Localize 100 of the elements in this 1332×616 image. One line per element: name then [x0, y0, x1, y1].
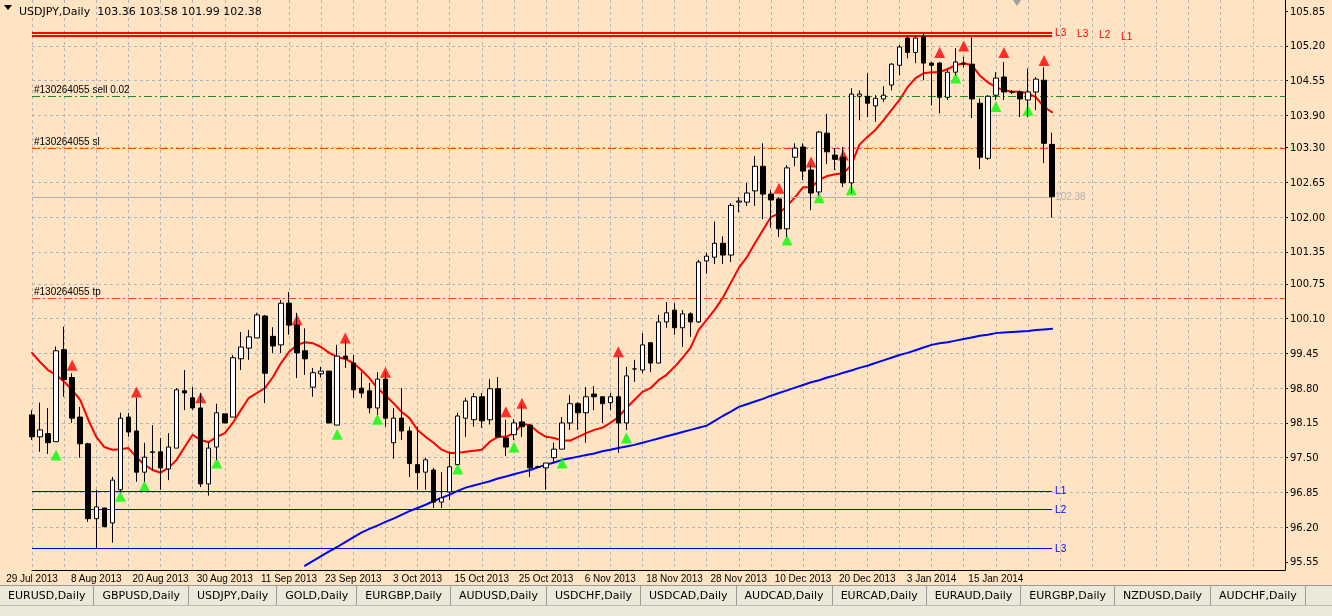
y-tick-label: 96.85 [1290, 486, 1319, 498]
candlestick [648, 341, 653, 373]
point [950, 72, 962, 84]
point [1038, 54, 1050, 66]
candlestick [905, 34, 910, 59]
candlestick [455, 412, 460, 466]
candlestick [1017, 89, 1023, 118]
candlestick [85, 442, 91, 523]
candlestick [800, 142, 806, 181]
candlestick [487, 378, 493, 426]
candlestick [302, 327, 308, 376]
candlestick [849, 87, 854, 194]
text: EURGBP,Daily [357, 586, 452, 606]
text: USDCHF,Daily [546, 586, 642, 606]
candlestick [367, 382, 372, 414]
candlestick [391, 407, 396, 460]
y-tick-label: 99.45 [1290, 347, 1319, 359]
x-tick-label: 8 Aug 2013 [70, 572, 122, 584]
ref-line-label: #130264055 tp [34, 285, 102, 297]
candlestick [945, 67, 950, 101]
candlestick [375, 371, 380, 416]
candlestick [591, 385, 597, 411]
y-tick-label: 98.15 [1290, 417, 1319, 429]
candlestick [511, 418, 517, 441]
candlestick [158, 437, 163, 491]
candlestick [816, 130, 822, 196]
candlestick [559, 416, 565, 450]
ref-line-label: #130264055 sell 0.02 [34, 83, 131, 95]
text: AUDCAD,Daily [736, 586, 833, 606]
ref-line-label: L3 [1077, 28, 1089, 40]
candlestick [198, 392, 203, 488]
candlestick [150, 424, 155, 471]
candlestick [760, 142, 766, 220]
candlestick [45, 407, 51, 455]
point [620, 432, 632, 444]
candlestick [326, 370, 332, 424]
point [66, 359, 78, 371]
ref-line-label: L3 [1055, 27, 1067, 39]
y-tick-label: 96.20 [1290, 521, 1319, 533]
candlestick [343, 339, 348, 369]
candlestick [616, 356, 621, 454]
y-tick-label: 100.75 [1290, 278, 1325, 290]
text: EURCAD,Daily [832, 586, 927, 606]
point [781, 234, 793, 246]
y-tick-label: 103.90 [1290, 110, 1325, 121]
candlestick [246, 329, 252, 361]
candlestick [832, 147, 838, 171]
candlestick [278, 299, 284, 354]
point [130, 386, 142, 398]
candlestick [503, 419, 509, 457]
candlestick [1025, 67, 1031, 118]
text: USDJPY,Daily [189, 586, 278, 606]
candlestick [608, 392, 613, 411]
candlestick [784, 164, 790, 238]
candlestick [334, 344, 340, 426]
ref-line-label: L3 [1055, 543, 1067, 555]
candlestick [937, 61, 942, 114]
candlestick [359, 371, 364, 399]
point [211, 457, 223, 469]
candlestick [399, 387, 404, 441]
candlestick [1001, 61, 1007, 101]
candlestick [166, 432, 171, 481]
candlestick [704, 252, 709, 275]
point [50, 449, 62, 461]
candlestick [1041, 66, 1047, 164]
point [958, 40, 970, 52]
point [508, 441, 520, 453]
candlestick [254, 312, 260, 339]
candlestick [961, 56, 966, 68]
point [612, 346, 624, 358]
candlestick [768, 189, 774, 229]
candlestick [415, 426, 420, 491]
candlestick [575, 401, 581, 431]
candlestick [238, 331, 244, 371]
candlestick [351, 354, 356, 399]
candlestick [993, 71, 999, 101]
candlestick [1033, 76, 1039, 111]
x-tick-label: 10 Dec 2013 [774, 572, 832, 584]
ref-line-label: L2 [1055, 503, 1067, 515]
candlestick [640, 332, 645, 374]
candlestick [624, 366, 629, 431]
candlestick [407, 426, 412, 478]
candlestick [214, 403, 219, 461]
candlestick [857, 89, 862, 121]
x-tick-label: 3 Jan 2014 [906, 572, 957, 584]
candlestick [519, 404, 525, 438]
candlestick [776, 196, 782, 238]
candlestick [230, 354, 236, 418]
x-tick-label: 28 Nov 2013 [710, 572, 768, 584]
candlestick [712, 220, 717, 265]
candlestick [953, 47, 958, 76]
ref-line-label: #130264055 sl [34, 136, 100, 148]
candlestick [1049, 132, 1055, 219]
candlestick [190, 386, 195, 411]
point [998, 46, 1010, 58]
candlestick [543, 462, 549, 491]
candlestick [728, 202, 734, 263]
candlestick [824, 113, 830, 165]
y-tick-label: 95.55 [1290, 556, 1319, 568]
point [331, 428, 343, 440]
